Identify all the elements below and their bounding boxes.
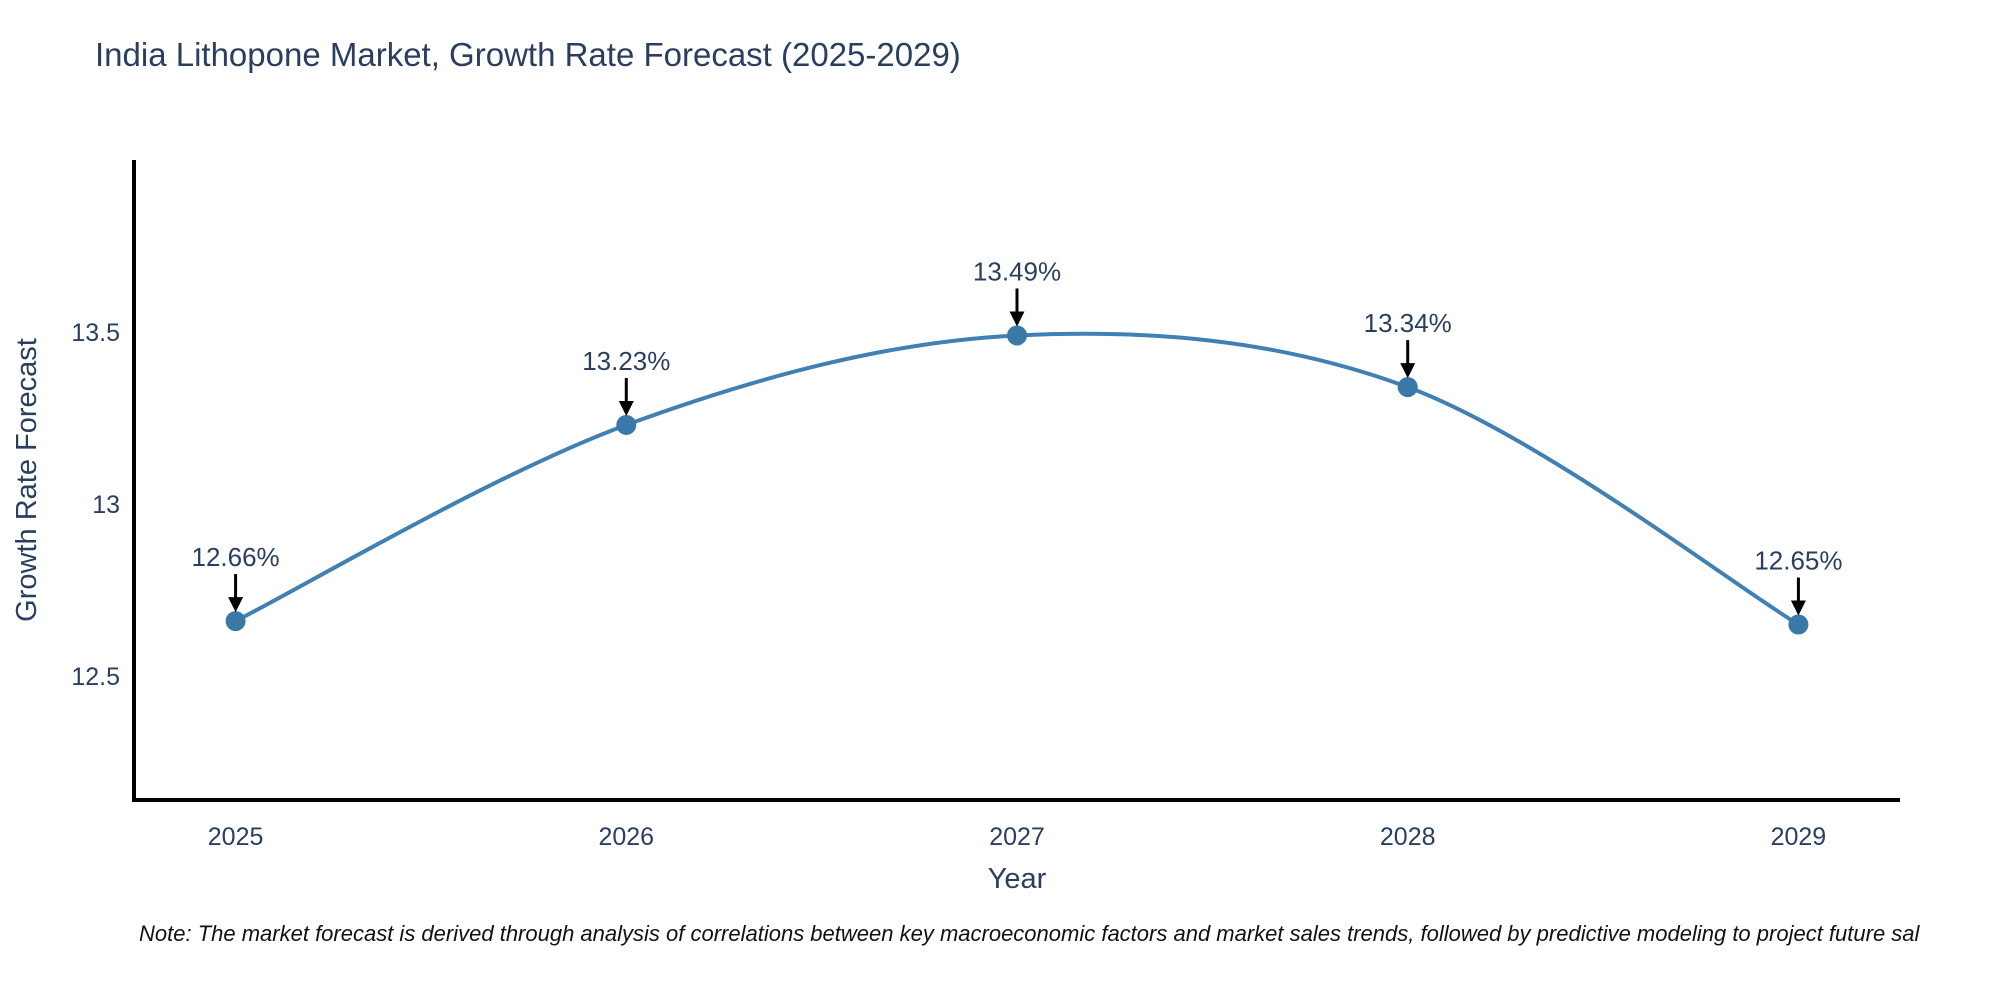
x-tick-label: 2029 (1771, 823, 1827, 851)
annotation-arrowhead (618, 400, 634, 416)
data-point-marker (1788, 614, 1809, 635)
x-tick-label: 2027 (989, 823, 1045, 851)
y-tick-label: 13.5 (71, 319, 120, 347)
data-point-marker (225, 611, 246, 632)
line-series (225, 325, 1809, 635)
forecast-line (234, 331, 1800, 627)
axis-lines (132, 160, 1900, 802)
annotation-arrowhead (228, 597, 244, 613)
y-tick-label: 13 (92, 491, 120, 519)
point-value-label: 13.34% (1364, 308, 1452, 338)
y-axis-title: Growth Rate Forecast (11, 338, 43, 622)
point-value-label: 12.65% (1754, 546, 1842, 576)
footnote: Note: The market forecast is derived thr… (139, 921, 1921, 946)
plot-area: 12.5 13 13.5 2025 2026 2027 2028 2029 12.66% 13… (71, 160, 1900, 851)
x-tick-label: 2026 (598, 823, 654, 851)
annotation-arrowhead (1009, 311, 1025, 327)
point-value-label: 13.23% (582, 346, 670, 376)
y-axis-ticks: 12.5 13 13.5 (71, 319, 120, 691)
point-annotations: 12.66% 13.23% 13.49% 13.34% 12.65% (191, 256, 1843, 616)
chart-title: India Lithopone Market, Growth Rate Fore… (95, 36, 961, 73)
x-tick-label: 2028 (1380, 823, 1436, 851)
point-value-label: 13.49% (973, 256, 1061, 286)
data-point-marker (616, 414, 637, 435)
y-tick-label: 12.5 (71, 663, 120, 691)
annotation-arrowhead (1400, 363, 1416, 379)
data-point-marker (1007, 325, 1027, 346)
x-axis-ticks: 2025 2026 2027 2028 2029 (208, 823, 1826, 851)
data-point-marker (1397, 377, 1418, 398)
point-value-label: 12.66% (191, 542, 279, 572)
x-axis-title: Year (988, 863, 1047, 895)
annotation-arrowhead (1790, 600, 1806, 616)
x-tick-label: 2025 (208, 823, 264, 851)
